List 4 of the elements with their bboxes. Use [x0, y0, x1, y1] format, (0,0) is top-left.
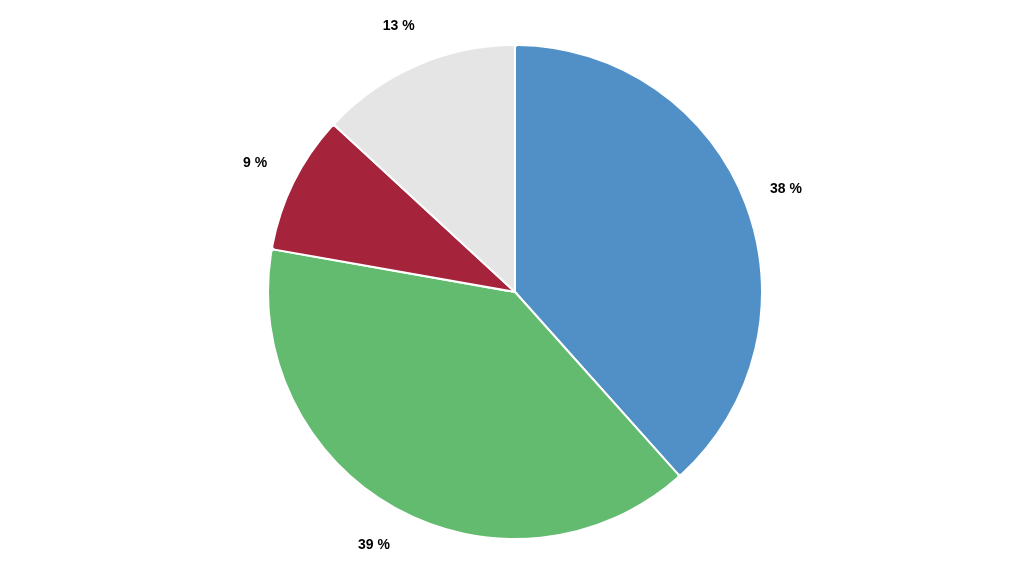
data-label: 39 %	[358, 536, 391, 553]
data-label: 38 %	[769, 179, 803, 196]
data-label: 13 %	[382, 17, 416, 34]
data-label: 9 %	[243, 154, 268, 171]
